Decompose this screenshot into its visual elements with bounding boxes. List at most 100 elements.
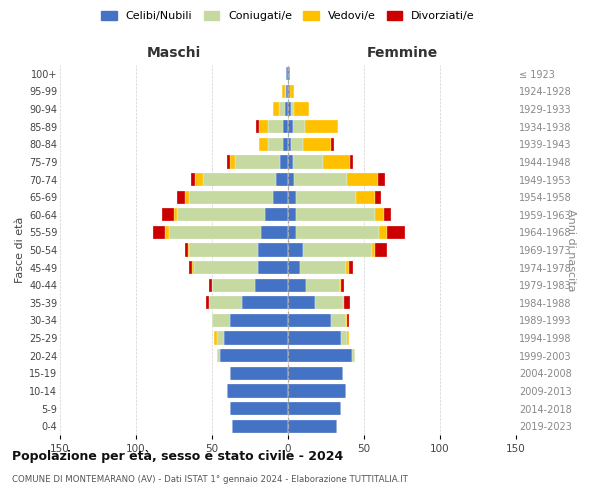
Bar [194,261,257,274]
Bar [306,278,340,292]
Bar [379,226,387,239]
Bar [279,102,285,116]
Bar [341,278,344,292]
Bar [288,120,293,134]
Bar [356,190,374,204]
Bar [280,156,288,168]
Bar [350,156,353,168]
Y-axis label: Anni di nascita: Anni di nascita [566,209,576,291]
Bar [162,208,174,222]
Bar [260,226,288,239]
Bar [374,208,384,222]
Bar [374,190,381,204]
Bar [288,156,293,168]
Bar [256,120,259,134]
Bar [303,244,371,256]
Bar [217,349,220,362]
Bar [189,244,257,256]
Bar [288,190,296,204]
Bar [212,314,230,327]
Bar [282,85,285,98]
Bar [265,208,288,222]
Bar [209,296,242,310]
Bar [230,366,288,380]
Bar [347,332,349,344]
Bar [203,173,276,186]
Bar [387,226,405,239]
Bar [188,244,189,256]
Bar [347,173,377,186]
Bar [268,138,283,151]
Text: Maschi: Maschi [147,46,201,60]
Bar [346,261,349,274]
Bar [352,349,355,362]
Bar [331,138,334,151]
Bar [235,156,280,168]
Bar [195,173,203,186]
Bar [343,296,344,310]
Bar [185,244,188,256]
Bar [347,314,349,327]
Bar [217,332,224,344]
Bar [371,244,374,256]
Bar [242,296,288,310]
Bar [288,349,352,362]
Bar [232,420,288,433]
Bar [227,384,288,398]
Bar [227,156,230,168]
Bar [285,85,286,98]
Bar [185,190,189,204]
Bar [189,261,192,274]
Bar [257,244,288,256]
Bar [254,278,288,292]
Bar [268,120,283,134]
Y-axis label: Fasce di età: Fasce di età [14,217,25,283]
Bar [192,261,194,274]
Bar [291,138,303,151]
Bar [276,173,288,186]
Bar [283,120,288,134]
Bar [384,208,391,222]
Bar [288,138,291,151]
Bar [288,402,341,415]
Bar [323,156,350,168]
Bar [206,296,209,310]
Bar [177,208,265,222]
Bar [165,226,169,239]
Bar [230,156,235,168]
Bar [377,173,385,186]
Bar [273,190,288,204]
Text: Popolazione per età, sesso e stato civile - 2024: Popolazione per età, sesso e stato civil… [12,450,343,463]
Bar [288,173,294,186]
Bar [296,208,374,222]
Bar [293,156,323,168]
Bar [189,190,273,204]
Bar [290,85,294,98]
Bar [230,314,288,327]
Bar [344,296,350,310]
Bar [288,420,337,433]
Bar [288,314,331,327]
Text: COMUNE DI MONTEMARANO (AV) - Dati ISTAT 1° gennaio 2024 - Elaborazione TUTTITALI: COMUNE DI MONTEMARANO (AV) - Dati ISTAT … [12,475,408,484]
Bar [288,226,296,239]
Bar [288,332,341,344]
Bar [296,226,379,239]
Bar [288,244,303,256]
Bar [273,102,279,116]
Text: Femmine: Femmine [367,46,437,60]
Bar [224,332,288,344]
Bar [288,85,290,98]
Bar [283,138,288,151]
Bar [291,102,294,116]
Bar [285,102,288,116]
Bar [288,67,290,80]
Bar [230,402,288,415]
Bar [212,278,254,292]
Bar [174,208,177,222]
Bar [257,261,288,274]
Bar [288,278,306,292]
Bar [209,278,212,292]
Bar [214,332,217,344]
Bar [303,138,331,151]
Bar [286,85,288,98]
